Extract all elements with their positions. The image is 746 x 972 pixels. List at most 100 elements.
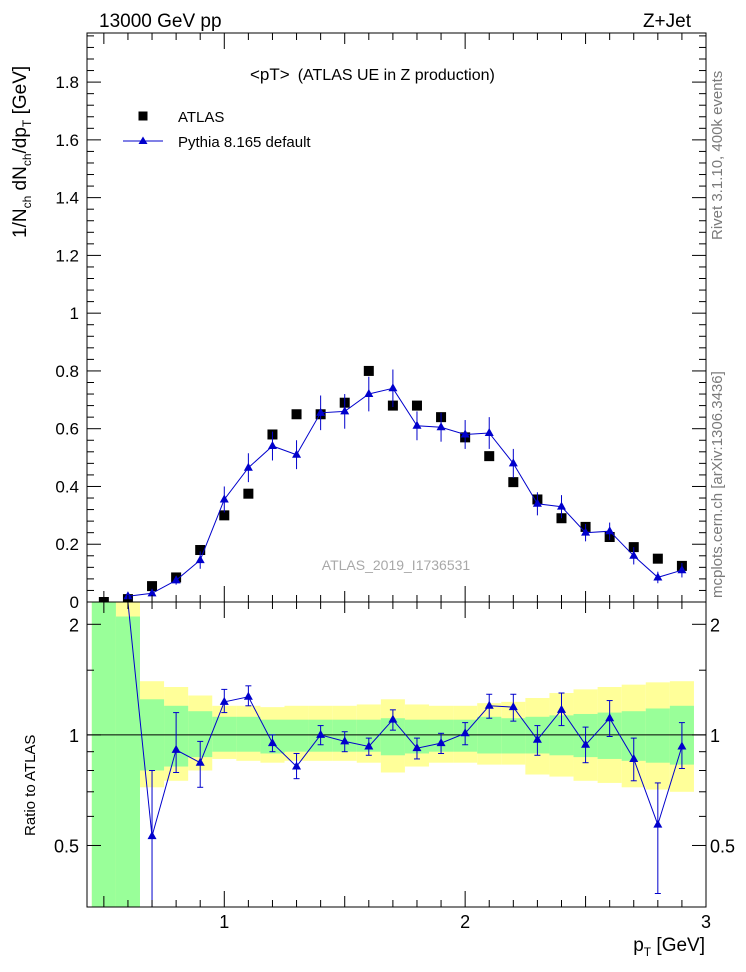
ratio-data-point xyxy=(653,819,663,828)
ratio-data-point xyxy=(605,713,615,722)
rivet-label: Rivet 3.1.10, 400k events xyxy=(709,71,726,240)
main-y-tick-label: 0.4 xyxy=(55,477,79,496)
pythia-data-point xyxy=(677,565,687,574)
ratio-inner-band xyxy=(236,716,261,752)
legend-atlas-label: ATLAS xyxy=(178,109,224,126)
ratio-data-point xyxy=(364,741,374,750)
ratio-y-tick-label: 2 xyxy=(69,615,79,635)
main-y-tick-label: 1.8 xyxy=(55,73,79,92)
pythia-data-point xyxy=(316,407,326,416)
pythia-data-point xyxy=(556,501,566,510)
ratio-data-point xyxy=(147,831,157,840)
ratio-y-tick-label: 0.5 xyxy=(54,836,79,856)
pythia-data-point xyxy=(267,441,277,450)
main-y-tick-label: 0.2 xyxy=(55,535,79,554)
ratio-data-point xyxy=(267,738,277,747)
plot-title: <pT> (ATLAS UE in Z production) xyxy=(250,65,495,84)
ratio-data-point xyxy=(340,736,350,745)
pythia-data-point xyxy=(460,429,470,438)
main-y-tick-label: 1.6 xyxy=(55,131,79,150)
atlas-data-point xyxy=(411,400,422,411)
ratio-data-point xyxy=(243,691,253,700)
ratio-inner-band xyxy=(91,602,116,907)
pythia-data-point xyxy=(340,406,350,415)
ratio-data-point xyxy=(436,738,446,747)
pythia-data-point xyxy=(484,428,494,437)
ratio-plot-panel: 0.5 0.5 1 1 2 2 1 2 3 Ratio to ATLAS pT [GeV] xyxy=(22,601,735,959)
main-y-tick-label: 1 xyxy=(70,304,79,323)
pythia-data-point xyxy=(243,462,253,471)
ratio-data-point xyxy=(556,704,566,713)
ratio-data-point xyxy=(460,728,470,737)
ratio-data-point xyxy=(195,757,205,766)
legend-pythia-label: Pythia 8.165 default xyxy=(178,134,311,151)
ratio-inner-band xyxy=(645,708,670,763)
main-y-axis-label: 1/Nch dNch/dpT [GeV] xyxy=(10,66,34,238)
pythia-data-point xyxy=(412,420,422,429)
pythia-data-point xyxy=(436,422,446,431)
atlas-data-point xyxy=(652,553,663,564)
main-plot-panel: 0 0.2 0.4 0.6 0.8 1 1.2 1.4 1.6 1.8 <pT> (ATLAS UE… xyxy=(10,32,707,612)
legend: ATLAS Pythia 8.165 default xyxy=(123,109,311,151)
ratio-y-tick-label: 1 xyxy=(69,726,79,746)
ratio-inner-band xyxy=(501,718,526,754)
atlas-data-point xyxy=(195,545,206,556)
pythia-data-point xyxy=(195,555,205,564)
atlas-data-point xyxy=(243,488,254,499)
x-axis-label: pT [GeV] xyxy=(633,935,705,959)
pythia-data-point xyxy=(508,458,518,467)
atlas-data-point xyxy=(363,365,374,376)
ratio-data-point xyxy=(508,702,518,711)
main-y-tick-label: 0.6 xyxy=(55,420,79,439)
main-y-tick-label: 0 xyxy=(70,593,79,612)
main-y-tick-label: 0.8 xyxy=(55,362,79,381)
ratio-data-point xyxy=(581,739,591,748)
ratio-plot-frame xyxy=(86,601,707,908)
ratio-data-point xyxy=(484,700,494,709)
pythia-data-point xyxy=(147,588,157,597)
plot-title-main: <pT> xyxy=(250,65,290,84)
legend-pythia-marker xyxy=(138,136,148,144)
atlas-data-point xyxy=(291,409,302,420)
ratio-data-point xyxy=(219,696,229,705)
ratio-data-point xyxy=(629,753,639,762)
pythia-data-point xyxy=(605,526,615,535)
analysis-watermark: ATLAS_2019_I1736531 xyxy=(322,557,471,573)
ratio-inner-band xyxy=(284,719,309,752)
ratio-data-point xyxy=(388,714,398,723)
x-tick-label: 2 xyxy=(460,912,470,932)
pythia-data-point xyxy=(653,572,663,581)
ratio-line xyxy=(127,601,683,837)
header-right-label: Z+Jet xyxy=(643,11,692,32)
legend-atlas-marker xyxy=(138,111,148,121)
ratio-y-tick-label-right: 0.5 xyxy=(710,836,735,856)
pythia-data-point xyxy=(171,575,181,584)
ratio-data-point xyxy=(532,734,542,743)
pythia-data-point xyxy=(292,449,302,458)
pythia-data-point xyxy=(388,383,398,392)
x-tick-label: 3 xyxy=(701,912,711,932)
ratio-y-tick-label-right: 2 xyxy=(710,615,720,635)
atlas-data-point xyxy=(484,451,495,462)
x-tick-label: 1 xyxy=(219,912,229,932)
pythia-data-point xyxy=(364,389,374,398)
pythia-data-point xyxy=(532,498,542,507)
pythia-line xyxy=(127,387,683,597)
ratio-y-tick-label-right: 1 xyxy=(710,726,720,746)
pythia-data-point xyxy=(581,527,591,536)
ratio-inner-band xyxy=(115,616,140,907)
plot-subtitle: (ATLAS UE in Z production) xyxy=(298,67,495,84)
atlas-data-point xyxy=(508,477,519,488)
ratio-y-axis-label: Ratio to ATLAS xyxy=(22,735,39,836)
atlas-data-point xyxy=(219,510,230,521)
main-y-tick-label: 1.4 xyxy=(55,189,79,208)
pythia-data-point xyxy=(629,550,639,559)
header-left-label: 13000 GeV pp xyxy=(99,11,222,32)
ratio-data-point xyxy=(677,741,687,750)
main-y-tick-label: 1.2 xyxy=(55,246,79,265)
ratio-data-point xyxy=(316,729,326,738)
pythia-data-point xyxy=(219,494,229,503)
ratio-data-point xyxy=(292,761,302,770)
mcplots-label: mcplots.cern.ch [arXiv:1306.3436] xyxy=(709,371,726,598)
